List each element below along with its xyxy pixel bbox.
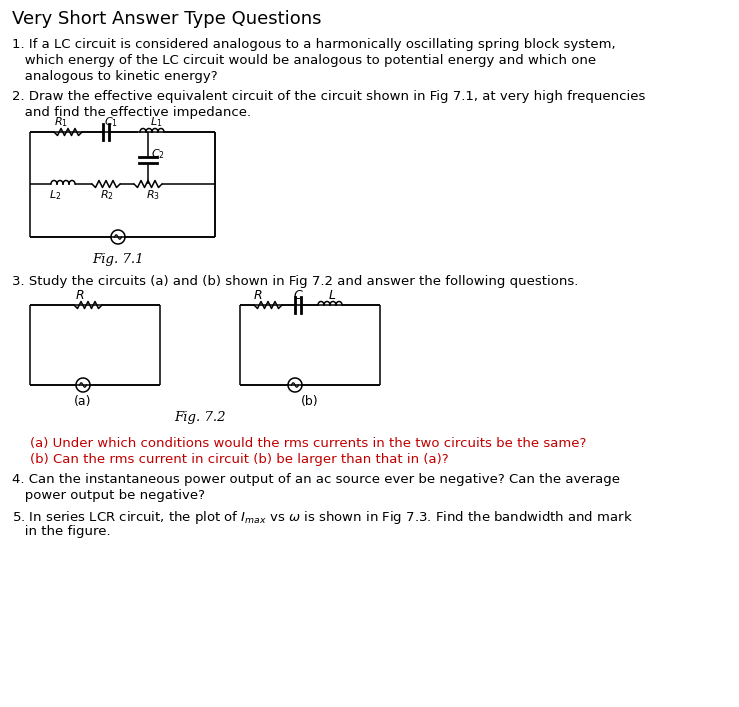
Text: 4. Can the instantaneous power output of an ac source ever be negative? Can the : 4. Can the instantaneous power output of… (12, 473, 620, 486)
Text: 3. Study the circuits (a) and (b) shown in Fig 7.2 and answer the following ques: 3. Study the circuits (a) and (b) shown … (12, 275, 579, 288)
Text: (a) Under which conditions would the rms currents in the two circuits be the sam: (a) Under which conditions would the rms… (30, 437, 586, 450)
Text: $R_1$: $R_1$ (54, 115, 68, 129)
Text: $R_2$: $R_2$ (100, 188, 114, 201)
Text: in the figure.: in the figure. (12, 525, 111, 538)
Text: $R$: $R$ (253, 289, 263, 302)
Text: 2. Draw the effective equivalent circuit of the circuit shown in Fig 7.1, at ver: 2. Draw the effective equivalent circuit… (12, 90, 645, 103)
Text: (b) Can the rms current in circuit (b) be larger than that in (a)?: (b) Can the rms current in circuit (b) b… (30, 453, 449, 466)
Text: 1. If a LC circuit is considered analogous to a harmonically oscillating spring : 1. If a LC circuit is considered analogo… (12, 38, 616, 51)
Text: 5. In series LCR circuit, the plot of $I_{max}$ vs $\omega$ is shown in Fig 7.3.: 5. In series LCR circuit, the plot of $I… (12, 509, 633, 526)
Text: (a): (a) (74, 395, 92, 408)
Text: $R$: $R$ (75, 289, 85, 302)
Text: $C$: $C$ (293, 289, 303, 302)
Text: Fig. 7.1: Fig. 7.1 (92, 253, 144, 266)
Text: analogous to kinetic energy?: analogous to kinetic energy? (12, 70, 217, 83)
Text: $L_2$: $L_2$ (49, 188, 61, 201)
Text: Very Short Answer Type Questions: Very Short Answer Type Questions (12, 10, 321, 28)
Text: $R_3$: $R_3$ (146, 188, 160, 201)
Text: Fig. 7.2: Fig. 7.2 (174, 411, 225, 424)
Text: power output be negative?: power output be negative? (12, 489, 205, 502)
Text: and find the effective impedance.: and find the effective impedance. (12, 106, 251, 119)
Text: $L$: $L$ (328, 289, 336, 302)
Text: (b): (b) (302, 395, 319, 408)
Text: $C_2$: $C_2$ (151, 147, 165, 161)
Text: $L_1$: $L_1$ (150, 115, 163, 129)
Text: $C_1$: $C_1$ (104, 115, 118, 129)
Text: which energy of the LC circuit would be analogous to potential energy and which : which energy of the LC circuit would be … (12, 54, 596, 67)
